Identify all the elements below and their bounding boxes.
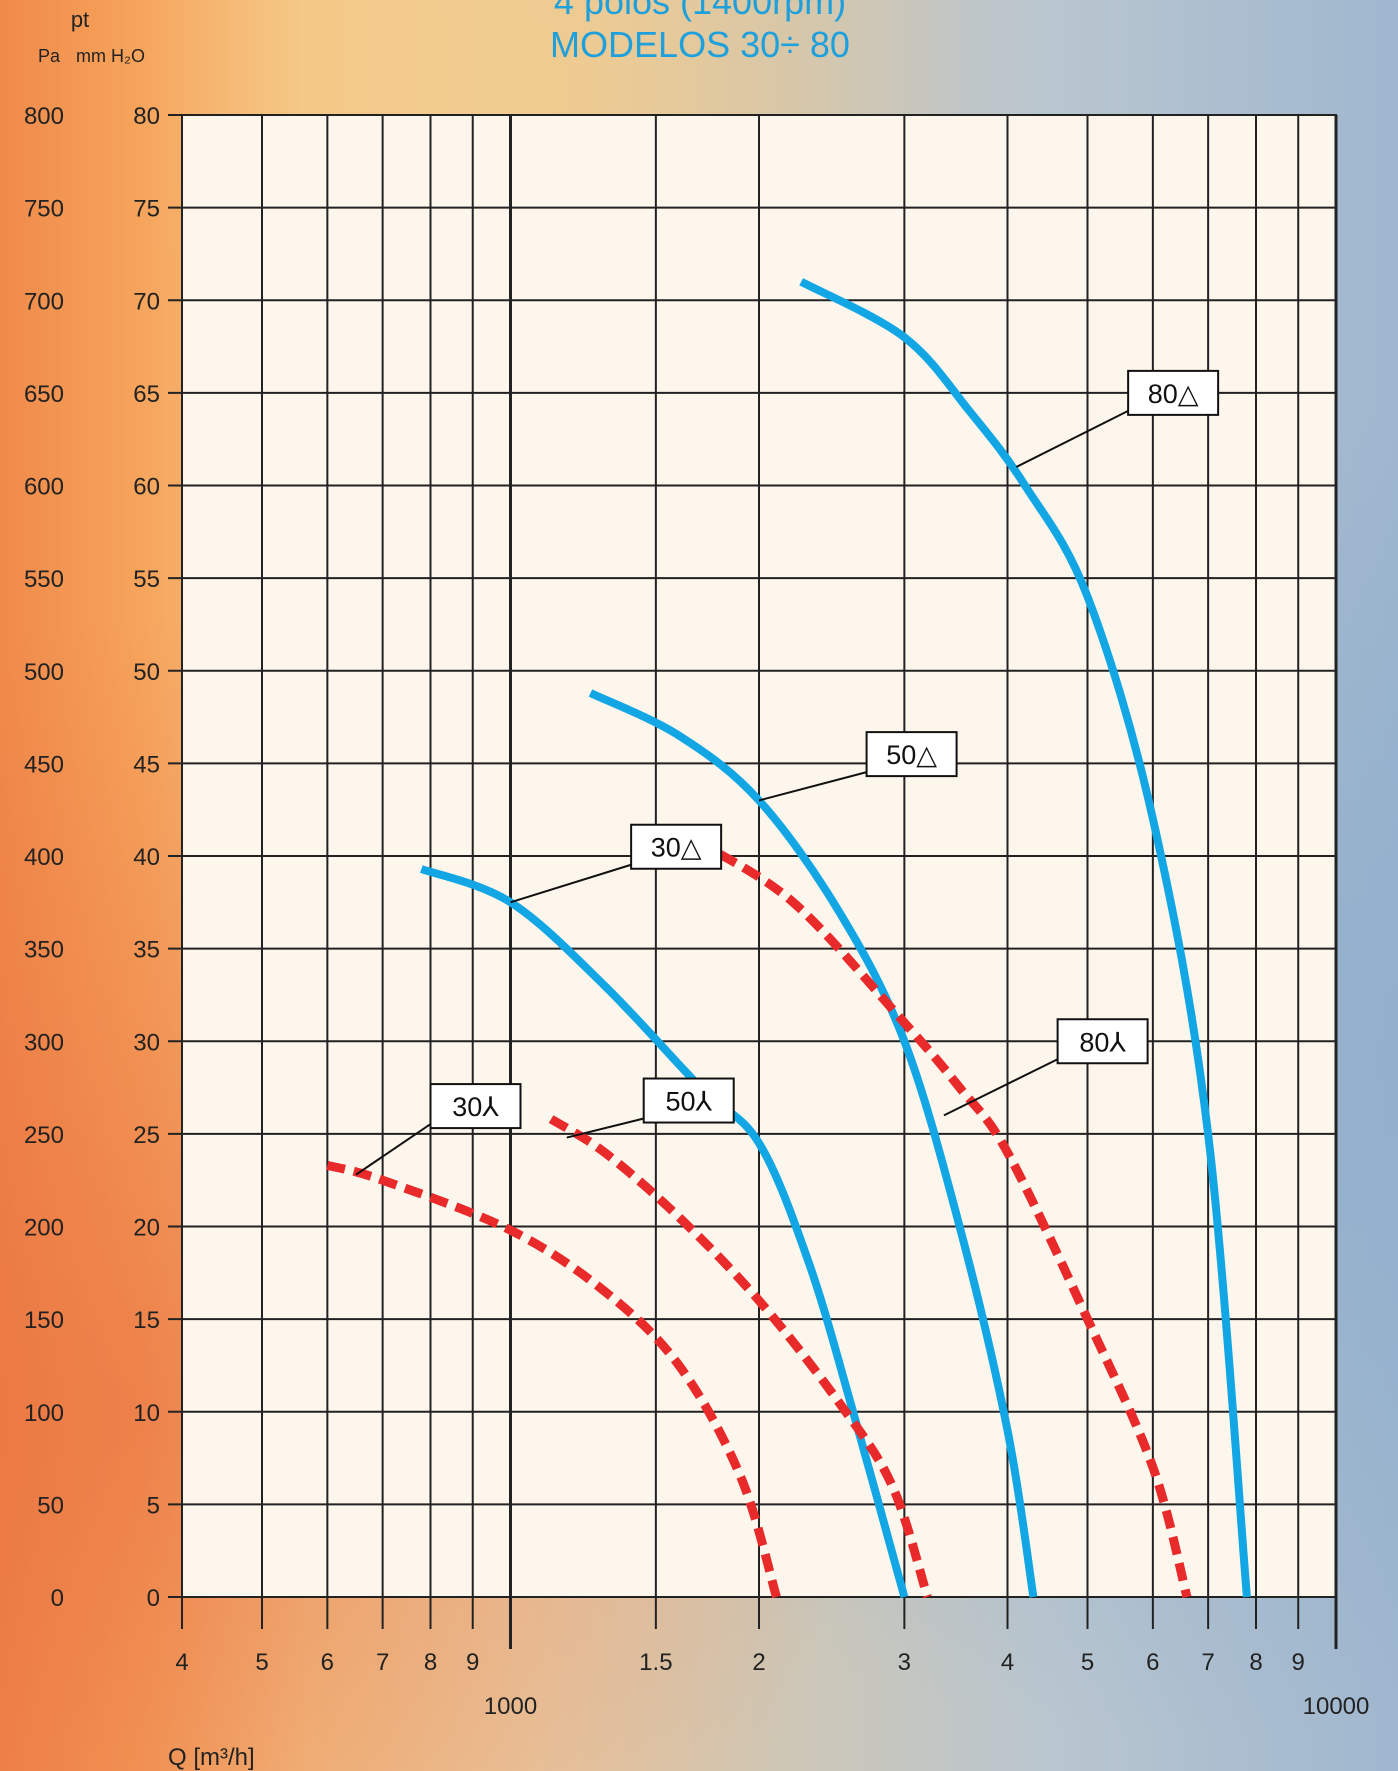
series-line-6 [694,837,1192,1599]
x-tick-label: 8 [424,1649,437,1676]
x-tick-label: 3 [898,1649,911,1676]
y-tick-label-mm: 30 [133,1029,160,1056]
y-tick-label-pa: 0 [51,1585,64,1612]
y-tick-label-mm: 0 [147,1585,160,1612]
x-tick-label-major: 1000 [484,1693,537,1720]
series-label: 80△ [1148,379,1199,409]
y-tick-label-pa: 600 [24,474,64,501]
y-tick-label-mm: 45 [133,751,160,778]
y-tick-label-pa: 50 [37,1492,64,1519]
y-tick-label-pa: 800 [24,103,64,130]
label-leader-line [1015,409,1129,468]
x-tick-label: 4 [1001,1649,1014,1676]
y-tick-label-pa: 750 [24,196,64,223]
x-tick-label-major: 10000 [1303,1693,1370,1720]
series-label-box [1127,369,1220,416]
y-tick-label-mm: 80 [133,103,160,130]
y-tick-label-pa: 450 [24,751,64,778]
series-label-box [1056,1018,1149,1065]
y-tick-label-mm: 20 [133,1215,160,1242]
x-tick-label: 4 [175,1649,188,1676]
x-tick-label: 7 [376,1649,389,1676]
x-tick-label: 8 [1249,1649,1262,1676]
y-tick-label-mm: 55 [133,566,160,593]
series-label: 50⅄ [665,1087,712,1117]
y-tick-label-mm: 35 [133,937,160,964]
y-tick-label-mm: 70 [133,288,160,315]
y-tick-label-pa: 350 [24,937,64,964]
series-label: 80⅄ [1079,1027,1126,1057]
y-axis-label-pt: pt [71,7,89,32]
y-tick-label-pa: 400 [24,844,64,871]
y-tick-label-pa: 500 [24,659,64,686]
x-tick-label: 6 [321,1649,334,1676]
y-tick-label-mm: 15 [133,1307,160,1334]
x-tick-label: 1.5 [639,1649,672,1676]
y-tick-label-pa: 100 [24,1400,64,1427]
y-tick-label-mm: 10 [133,1400,160,1427]
label-leader-line [566,1117,644,1139]
y-tick-label-mm: 40 [133,844,160,871]
series-line-3 [799,278,1251,1598]
x-tick-label: 9 [466,1649,479,1676]
series-label: 30△ [651,833,702,863]
y-tick-label-mm: 5 [147,1492,160,1519]
series-line-1 [420,865,909,1599]
series-label-box [630,823,723,870]
label-leader-line [355,1123,432,1176]
series-line-2 [588,689,1038,1598]
y-tick-label-pa: 150 [24,1307,64,1334]
x-axis-label: Q [m³/h] [168,1744,255,1771]
label-leader-line [758,771,867,802]
chart-title: 4 polos (1400rpm) [554,0,846,22]
y-tick-label-mm: 75 [133,196,160,223]
y-tick-label-pa: 700 [24,288,64,315]
y-tick-label-pa: 550 [24,566,64,593]
x-tick-label: 9 [1292,1649,1305,1676]
series-label: 30⅄ [452,1092,499,1122]
y-axis-unit-pa: Pa [38,46,61,66]
x-tick-label: 5 [1081,1649,1094,1676]
series-label: 50△ [886,740,937,770]
label-leader-line [510,863,632,904]
y-tick-label-pa: 650 [24,381,64,408]
series-label-box [429,1083,522,1130]
series-label-box [642,1077,735,1124]
x-tick-label: 6 [1146,1649,1159,1676]
y-tick-label-mm: 65 [133,381,160,408]
label-leader-line [943,1058,1059,1117]
y-tick-label-mm: 50 [133,659,160,686]
series-label-box [865,731,958,778]
y-axis-unit-mmh2o: mm H₂O [76,46,145,66]
x-tick-label: 7 [1201,1649,1214,1676]
y-tick-label-pa: 250 [24,1122,64,1149]
y-tick-label-mm: 25 [133,1122,160,1149]
x-tick-label: 5 [255,1649,268,1676]
y-tick-label-pa: 200 [24,1215,64,1242]
x-tick-label: 2 [752,1649,765,1676]
y-tick-label-pa: 300 [24,1029,64,1056]
chart-subtitle: MODELOS 30÷ 80 [550,24,850,65]
y-tick-label-mm: 60 [133,474,160,501]
